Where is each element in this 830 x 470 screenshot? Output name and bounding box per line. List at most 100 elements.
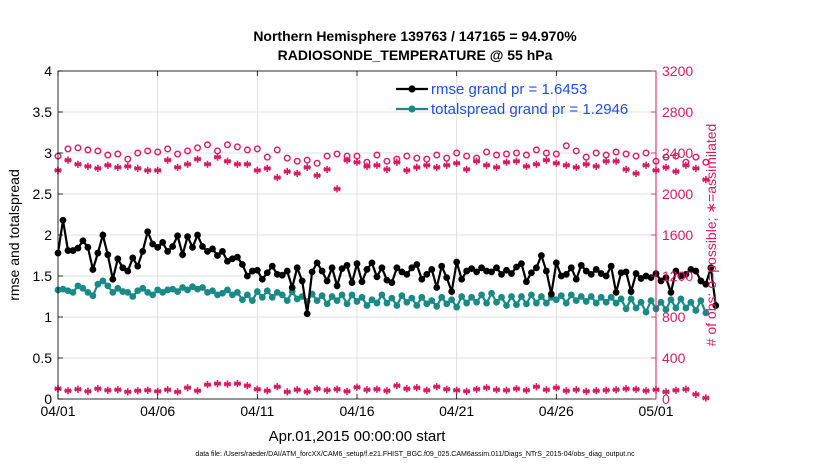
obs-possible-point: [562, 142, 570, 150]
obs-assimilated-point: [273, 174, 281, 182]
rmse-point: [149, 240, 157, 248]
rmse-point: [298, 277, 306, 285]
obs-possible-point: [582, 153, 590, 161]
spread-point: [667, 296, 675, 304]
spread-point: [403, 298, 411, 306]
rmse-point: [592, 266, 600, 273]
obs-assimilated-point: [353, 158, 361, 166]
obs-rejected-point: [243, 382, 251, 390]
spread-point: [199, 284, 206, 291]
rmse-point: [199, 243, 206, 250]
rmse-point: [74, 244, 82, 252]
spread-point: [448, 296, 456, 304]
rmse-point: [119, 264, 127, 272]
chart-title-line1: Northern Hemisphere 139763 / 147165 = 94…: [253, 28, 577, 44]
rmse-point: [488, 268, 495, 276]
y-tick-label-left: 0: [44, 391, 52, 407]
spread-point: [258, 293, 266, 301]
obs-possible-point: [84, 146, 92, 154]
y-tick-label-left: 2: [44, 227, 52, 243]
spread-point: [552, 296, 560, 304]
obs-rejected-point: [383, 387, 391, 395]
obs-assimilated-point: [293, 169, 301, 178]
rmse-point: [164, 248, 172, 255]
spread-point: [617, 295, 625, 303]
rmse-point: [144, 228, 152, 236]
rmse-point: [473, 268, 481, 276]
obs-rejected-point: [114, 386, 122, 394]
rmse-point: [403, 270, 411, 278]
rmse-point: [458, 275, 466, 283]
obs-possible-point: [273, 146, 281, 154]
spread-point: [84, 289, 92, 296]
obs-assimilated-point: [263, 164, 271, 172]
rmse-point: [508, 270, 515, 277]
obs-possible-point: [512, 149, 520, 157]
spread-point: [607, 293, 615, 301]
spread-point: [542, 299, 550, 307]
spread-point: [413, 302, 421, 309]
obs-assimilated-point: [532, 160, 540, 168]
spread-point: [592, 299, 600, 307]
spread-point: [637, 298, 645, 306]
spread-point: [373, 299, 381, 307]
obs-possible-point: [642, 149, 650, 157]
obs-assimilated-point: [552, 159, 560, 167]
obs-rejected-point: [433, 383, 441, 391]
rmse-point: [682, 270, 690, 278]
spread-point: [69, 289, 77, 296]
spread-point: [114, 284, 122, 292]
obs-assimilated-point: [473, 157, 481, 165]
rmse-point: [478, 264, 485, 272]
obs-rejected-point: [413, 384, 421, 392]
obs-rejected-point: [273, 383, 281, 391]
rmse-point: [423, 270, 431, 278]
obs-rejected-point: [403, 385, 411, 393]
rmse-point: [214, 252, 221, 259]
obs-assimilated-point: [313, 171, 321, 180]
obs-rejected-point: [193, 387, 202, 395]
rmse-point: [79, 237, 87, 245]
obs-assimilated-point: [134, 164, 142, 172]
obs-rejected-point: [532, 383, 540, 391]
obs-assimilated-point: [203, 160, 212, 168]
obs-rejected-point: [353, 383, 361, 391]
obs-possible-point: [313, 159, 321, 167]
rmse-point: [243, 272, 251, 280]
spread-point: [533, 299, 540, 307]
obs-assimilated-point: [502, 158, 511, 166]
obs-possible-point: [552, 150, 560, 158]
rmse-point: [528, 269, 535, 277]
spread-point: [418, 293, 426, 301]
rmse-point: [577, 261, 585, 269]
obs-assimilated-point: [403, 166, 411, 175]
obs-rejected-point: [183, 384, 192, 392]
rmse-point: [338, 265, 346, 273]
obs-possible-point: [164, 145, 172, 153]
rmse-point: [348, 279, 356, 286]
obs-rejected-point: [134, 387, 142, 395]
rmse-point: [572, 275, 580, 283]
spread-point: [408, 294, 416, 302]
spread-point: [478, 291, 485, 299]
obs-assimilated-point: [183, 160, 192, 168]
y-tick-label-left: 3.5: [33, 104, 53, 120]
obs-rejected-point: [463, 387, 471, 395]
rmse-point: [537, 252, 545, 259]
rmse-point: [513, 263, 520, 271]
spread-point: [368, 296, 376, 304]
rmse-point: [109, 275, 117, 283]
spread-point: [139, 284, 147, 292]
spread-point: [323, 300, 331, 308]
obs-rejected-point: [323, 386, 331, 394]
obs-rejected-point: [373, 385, 381, 393]
obs-assimilated-point: [632, 169, 640, 178]
obs-assimilated-point: [104, 161, 112, 169]
spread-point: [702, 309, 710, 317]
obs-rejected-point: [174, 388, 182, 396]
obs-possible-point: [632, 152, 640, 160]
spread-point: [662, 306, 670, 314]
obs-possible-point: [283, 154, 291, 162]
legend-rmse-marker: [408, 85, 416, 93]
legend-spread: totalspread grand pr = 1.2946: [396, 101, 628, 118]
